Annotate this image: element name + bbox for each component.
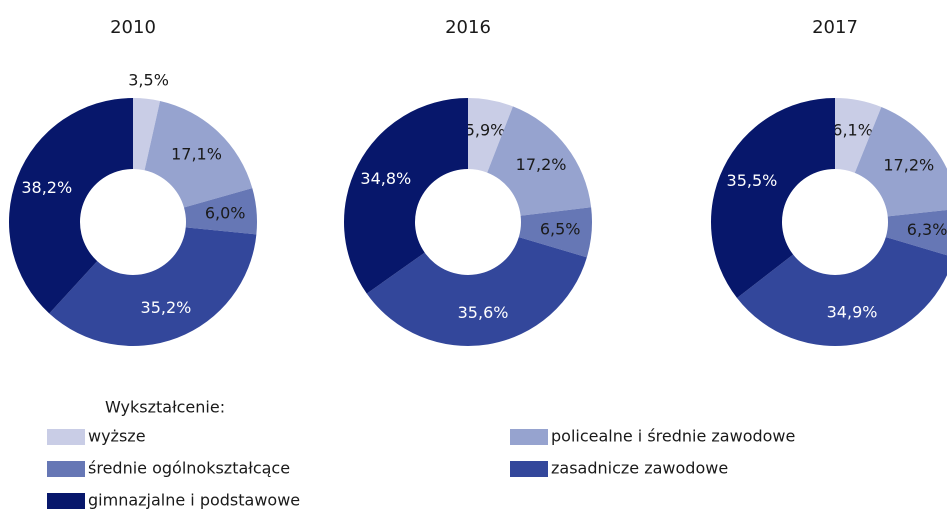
donut-slice [366,237,587,346]
data-label: 35,2% [141,298,192,317]
chart-title: 2016 [445,17,491,38]
legend-swatch [47,493,85,509]
legend-swatch [47,429,85,445]
donut-slice [835,98,882,173]
donut-slice [144,100,253,208]
data-label: 38,2% [21,178,72,197]
chart-title: 2017 [812,17,858,38]
donut-slice [487,106,592,216]
legend-label: średnie ogólnokształcące [88,459,290,478]
legend-label: zasadnicze zawodowe [551,459,728,478]
donut-slice [468,98,513,173]
donut-slice [183,188,257,235]
donut-slice [854,106,947,217]
data-label: 17,1% [171,144,222,163]
legend-title: Wykształcenie: [105,398,225,417]
chart-title: 2010 [110,17,156,38]
legend-label: gimnazjalne i podstawowe [88,491,300,510]
legend-label: wyższe [88,427,146,446]
data-label: 17,2% [516,155,567,174]
donut-slice [885,209,947,256]
data-label: 34,8% [360,169,411,188]
data-label: 6,1% [832,121,873,140]
legend-swatch [47,461,85,477]
donut-slice [133,98,161,171]
data-label: 3,5% [128,70,169,89]
data-label: 6,3% [907,220,947,239]
legend-label: policealne i średnie zawodowe [551,427,795,446]
donut-slice [710,98,835,299]
legend-swatch [510,429,548,445]
data-label: 5,9% [465,121,506,140]
data-label: 17,2% [883,156,934,175]
donut-slice [344,98,468,294]
data-label: 6,0% [205,203,246,222]
data-label: 35,6% [458,303,509,322]
data-label: 35,5% [727,171,778,190]
donut-slice [518,207,593,258]
data-label: 34,9% [827,302,878,321]
donut-slice [737,237,947,346]
legend-swatch [510,461,548,477]
donut-slice [8,97,134,314]
data-label: 6,5% [540,219,581,238]
donut-slice [49,227,257,346]
